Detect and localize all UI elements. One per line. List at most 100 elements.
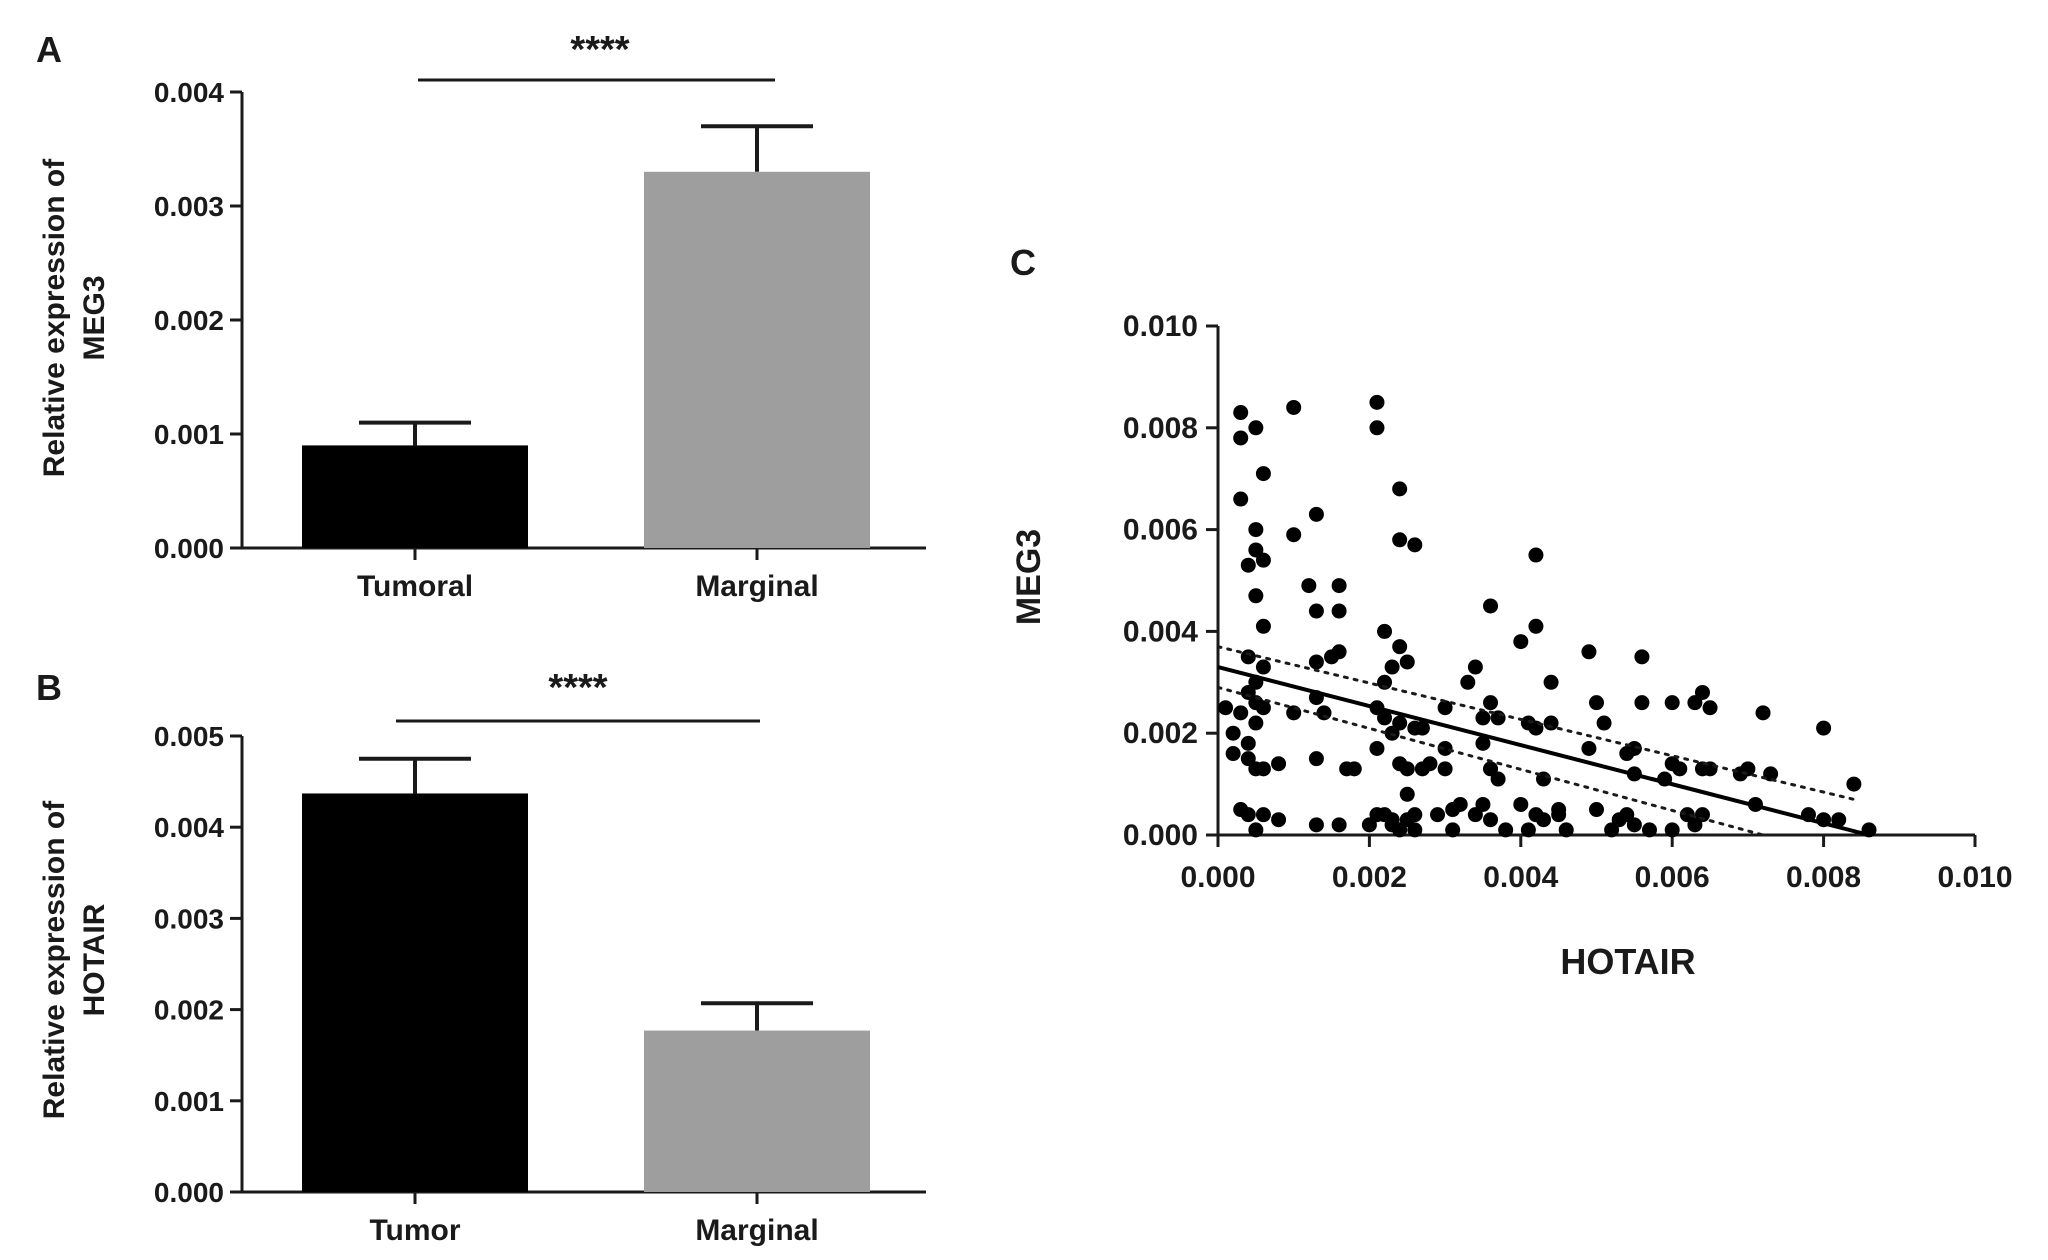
panel-c-point xyxy=(1543,674,1559,690)
panel-c-point xyxy=(1483,598,1499,614)
panel-b-ylabel-line2: HOTAIR xyxy=(78,903,111,1016)
panel-c-point xyxy=(1248,822,1264,838)
panel-c-xtick-label: 0.006 xyxy=(1635,861,1710,894)
panel-c-point xyxy=(1369,394,1385,410)
panel-c-point xyxy=(1626,817,1642,833)
panel-c-ylabel: MEG3 xyxy=(1010,529,1048,625)
panel-c-point xyxy=(1702,700,1718,716)
panel-c-confidence-upper xyxy=(1216,645,1856,801)
panel-c-point xyxy=(1475,735,1491,751)
panel-letter-c: C xyxy=(1010,242,1036,283)
panel-c-point xyxy=(1248,715,1264,731)
panel-c-ytick-label: 0.004 xyxy=(1123,615,1198,648)
panel-c-point xyxy=(1581,644,1597,660)
panel-c-point xyxy=(1331,603,1347,619)
panel-c-point xyxy=(1286,399,1302,415)
panel-b-significance: **** xyxy=(548,667,607,709)
panel-a-ytick-label: 0.000 xyxy=(154,533,224,564)
panel-c-point xyxy=(1407,807,1423,823)
panel-c-point xyxy=(1422,756,1438,772)
panel-c-point xyxy=(1331,817,1347,833)
panel-c-xtick-label: 0.004 xyxy=(1483,861,1558,894)
panel-c-point xyxy=(1407,822,1423,838)
panel-b-bar xyxy=(644,1030,870,1192)
panel-c-point xyxy=(1399,654,1415,670)
panel-c-point xyxy=(1248,420,1264,436)
panel-c-point xyxy=(1225,746,1241,762)
panel-c-point xyxy=(1558,822,1574,838)
panel-c-point xyxy=(1233,405,1249,421)
panel-b-ylabel-line1: Relative expression of xyxy=(38,800,71,1119)
panel-c-point xyxy=(1581,740,1597,756)
panel-c-point xyxy=(1233,430,1249,446)
panel-c-point xyxy=(1248,522,1264,538)
panel-c-xlabel: HOTAIR xyxy=(1560,941,1695,982)
panel-c-point xyxy=(1467,807,1483,823)
panel-c-point xyxy=(1377,623,1393,639)
panel-a-ylabel-line2: MEG3 xyxy=(78,275,111,360)
panel-c-point xyxy=(1233,491,1249,507)
panel-c-point xyxy=(1536,812,1552,828)
panel-c-point xyxy=(1672,761,1688,777)
panel-c-point xyxy=(1816,720,1832,736)
panel-c-point xyxy=(1694,684,1710,700)
panel-c-point xyxy=(1452,796,1468,812)
panel-c-ytick-label: 0.010 xyxy=(1123,310,1198,343)
panel-c-point xyxy=(1384,817,1400,833)
panel-c-point xyxy=(1437,761,1453,777)
panel-c-point xyxy=(1361,817,1377,833)
panel-c-point xyxy=(1240,649,1256,665)
panel-c-point xyxy=(1218,700,1234,716)
panel-b-bar-chart: Relative expression of HOTAIR **** 0.000… xyxy=(38,667,926,1247)
panel-c-point xyxy=(1543,715,1559,731)
panel-c-point xyxy=(1225,725,1241,741)
panel-c-xtick-label: 0.000 xyxy=(1180,861,1255,894)
panel-c-point xyxy=(1331,644,1347,660)
panel-c-point xyxy=(1846,776,1862,792)
panel-c-point xyxy=(1255,659,1271,675)
panel-c-point xyxy=(1611,812,1627,828)
panel-c-xtick-label: 0.002 xyxy=(1332,861,1407,894)
panel-a-significance: **** xyxy=(570,29,629,71)
panel-c-point xyxy=(1664,695,1680,711)
panel-c-point xyxy=(1399,761,1415,777)
panel-c-scatter-plot: MEG3 HOTAIR 0.000 0.002 0.004 0.006 0.008 0.0… xyxy=(1010,310,2013,982)
panel-c-point xyxy=(1399,786,1415,802)
panel-c-point xyxy=(1551,802,1567,818)
panel-c-point xyxy=(1271,756,1287,772)
panel-c-point xyxy=(1255,761,1271,777)
panel-c-ytick-label: 0.008 xyxy=(1123,412,1198,445)
panel-c-point xyxy=(1513,796,1529,812)
panel-c-point xyxy=(1437,740,1453,756)
panel-c-ytick-label: 0.006 xyxy=(1123,514,1198,547)
panel-c-point xyxy=(1437,700,1453,716)
panel-a-ytick-label: 0.001 xyxy=(154,419,224,450)
panel-b-xtick-label: Tumor xyxy=(369,1214,460,1247)
panel-c-point xyxy=(1233,705,1249,721)
panel-c-point xyxy=(1528,547,1544,563)
panel-c-point xyxy=(1634,695,1650,711)
panel-b-ytick-label: 0.001 xyxy=(154,1086,224,1117)
panel-c-point xyxy=(1346,761,1362,777)
panel-a-ytick-label: 0.003 xyxy=(154,191,224,222)
panel-c-point xyxy=(1301,578,1317,594)
panel-a-xtick-label: Marginal xyxy=(695,570,818,603)
panel-c-point xyxy=(1255,552,1271,568)
panel-b-ytick-label: 0.000 xyxy=(154,1177,224,1208)
panel-c-point xyxy=(1255,807,1271,823)
panel-c-point xyxy=(1634,649,1650,665)
panel-c-point xyxy=(1589,802,1604,818)
panel-a-ytick-label: 0.002 xyxy=(154,305,224,336)
panel-a-bar-chart: Relative expression of MEG3 **** 0.000 0.… xyxy=(38,29,926,603)
panel-a-bar xyxy=(644,171,870,549)
panel-b-ytick-label: 0.003 xyxy=(154,903,224,934)
panel-c-confidence-lower xyxy=(1216,685,1765,837)
panel-c-point xyxy=(1308,506,1324,522)
panel-c-point xyxy=(1755,705,1771,721)
panel-c-point xyxy=(1664,822,1680,838)
panel-c-point xyxy=(1384,659,1400,675)
panel-c-ytick-label: 0.002 xyxy=(1123,717,1198,750)
panel-c-point xyxy=(1271,812,1287,828)
panel-c-point xyxy=(1240,557,1256,573)
panel-c-point xyxy=(1392,481,1408,497)
